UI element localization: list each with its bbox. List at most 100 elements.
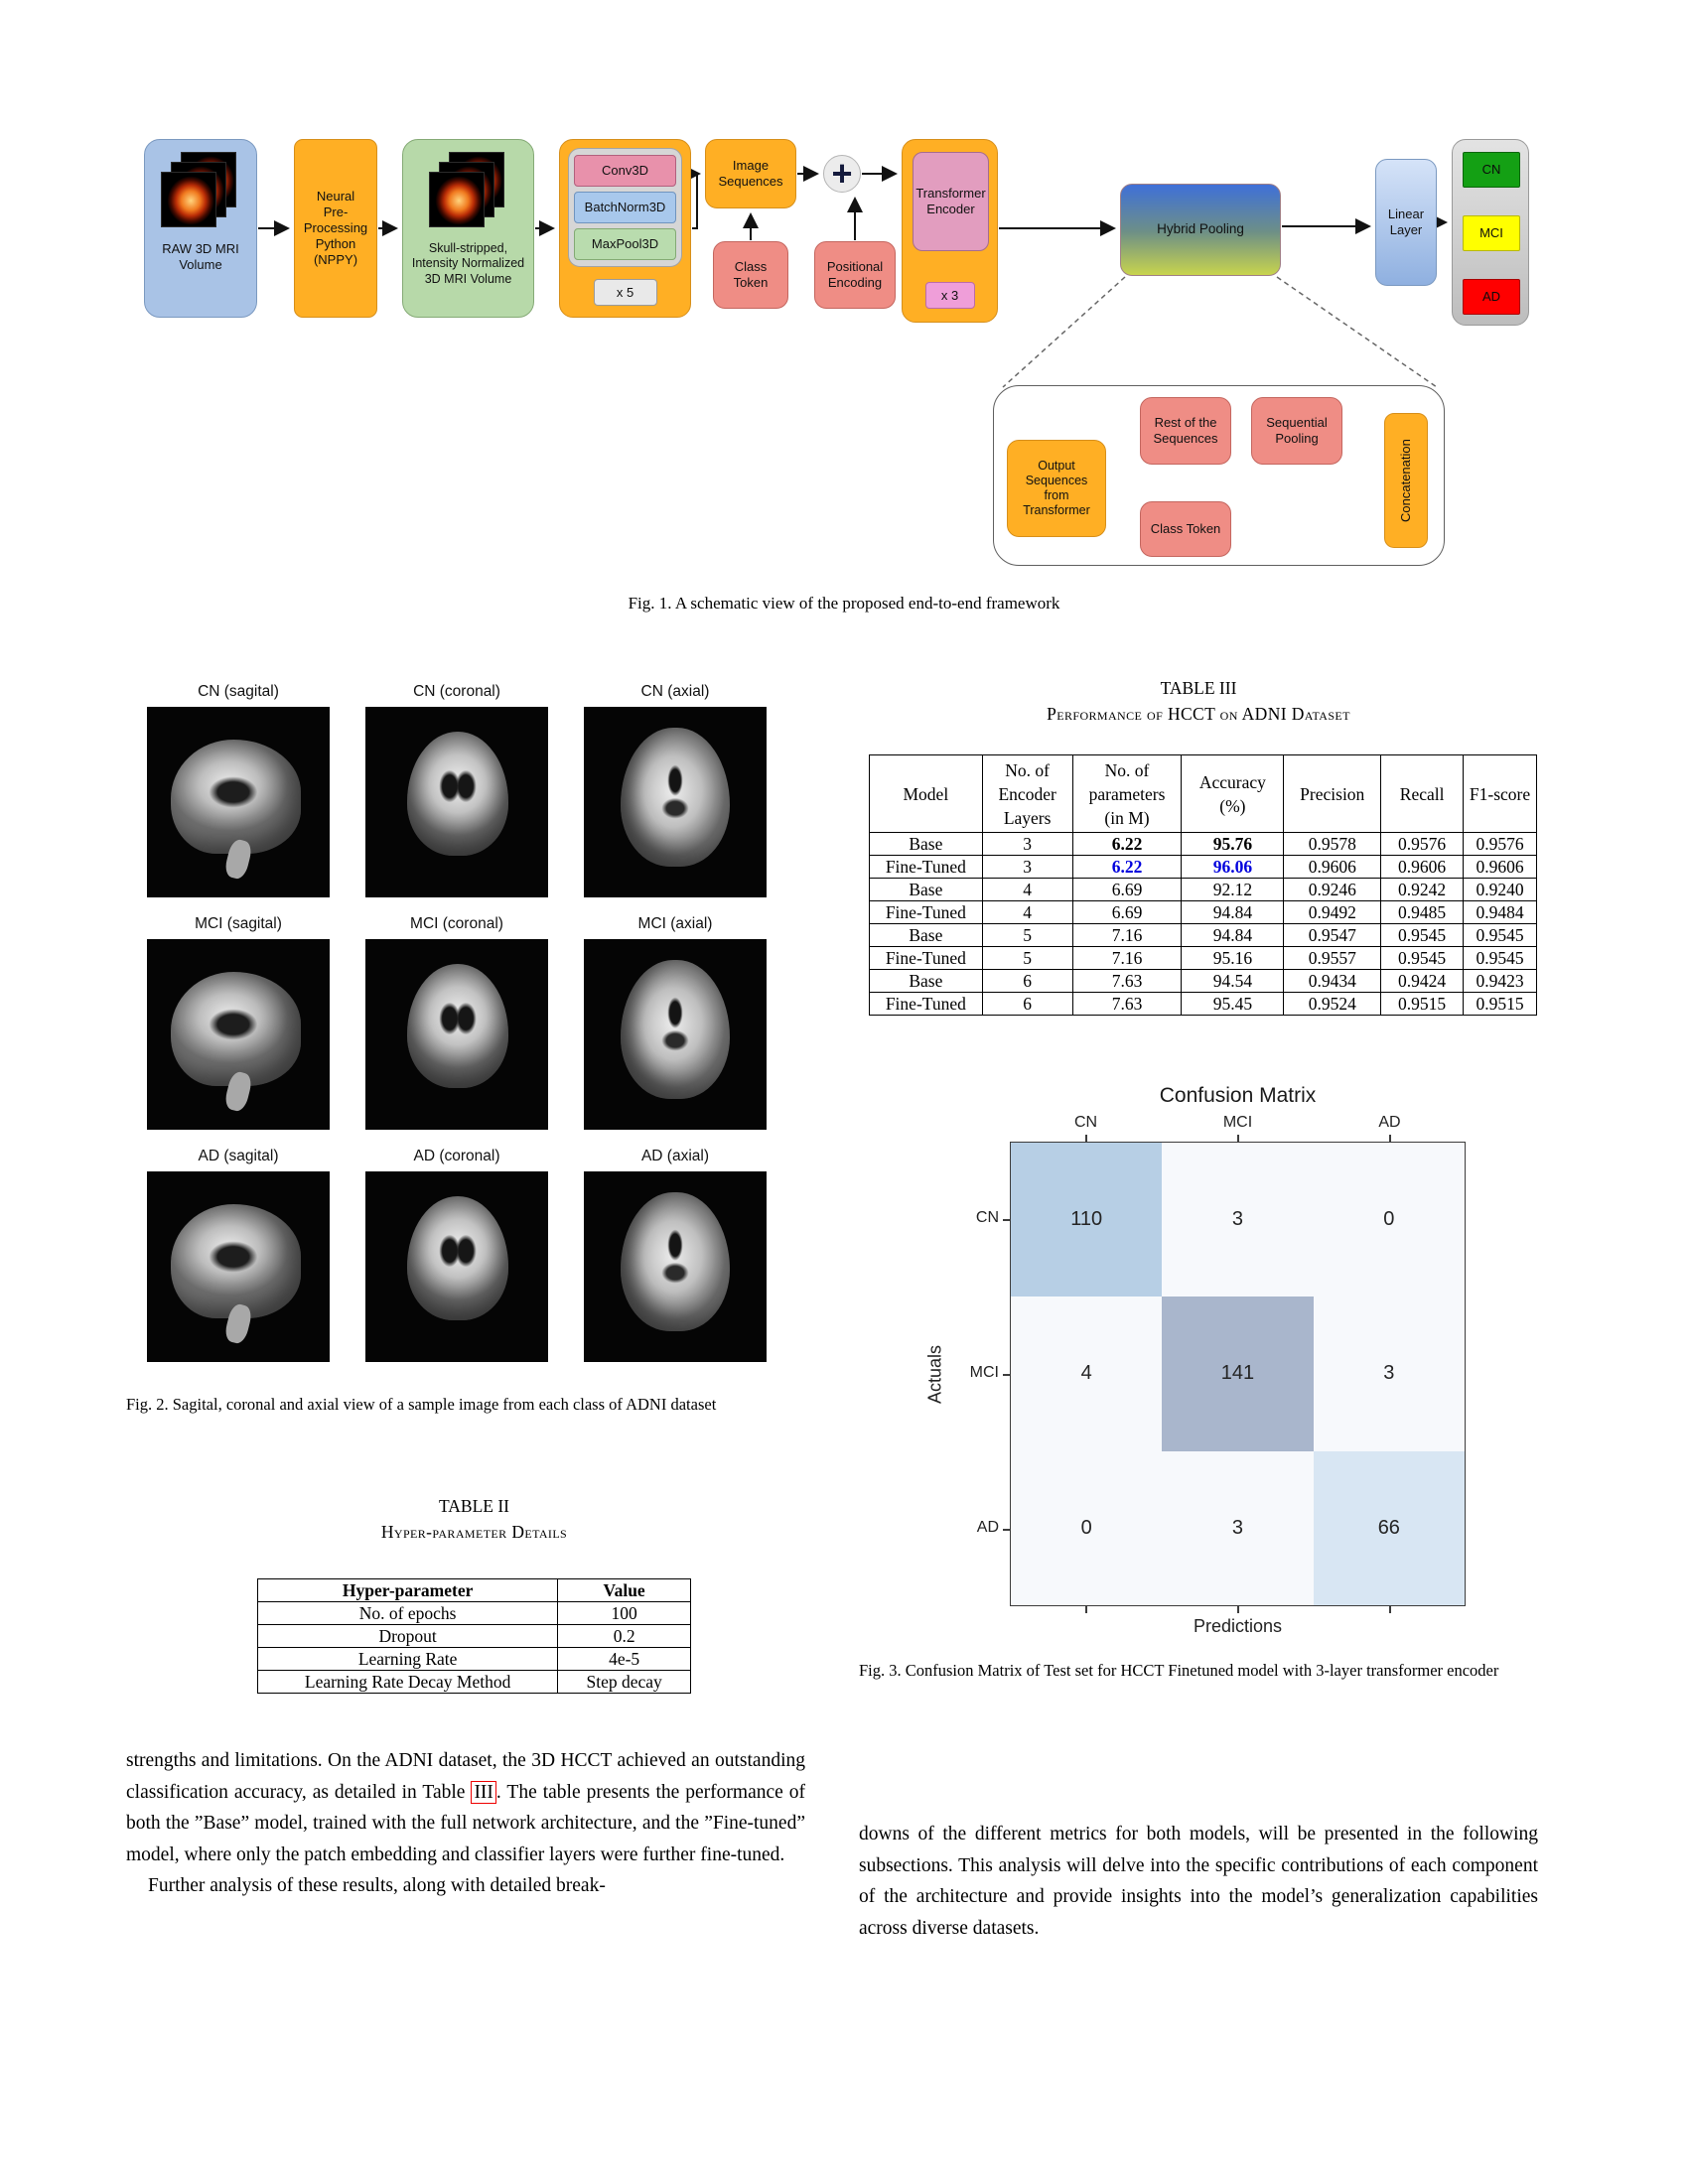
brain-tile-label: CN (axial) <box>640 683 710 700</box>
brain-tile-label: MCI (axial) <box>637 915 713 932</box>
tick-mark <box>1389 1135 1391 1142</box>
fig1-node-class-token-2: Class Token <box>1140 501 1231 557</box>
table2-subtitle: Hyper-parameter Details <box>380 1522 568 1542</box>
table3-number: TABLE III <box>1160 678 1237 698</box>
brain-tile-label: AD (axial) <box>640 1148 710 1164</box>
confusion-cell: 66 <box>1313 1450 1465 1605</box>
confusion-matrix-x-ticklabels: CN MCI AD <box>1010 1114 1466 1132</box>
table3-header-row: Model No. of Encoder Layers No. of param… <box>869 754 1537 833</box>
fig1-node-output-sequences: Output Sequences from Transformer <box>1007 440 1106 537</box>
brain-image-cn-coronal <box>365 707 548 897</box>
paragraph: Further analysis of these results, along… <box>148 1875 606 1896</box>
brain-tile-label: AD (sagital) <box>198 1148 279 1164</box>
brain-tile-label: CN (coronal) <box>413 683 500 700</box>
col-header: No. of parameters (in M) <box>1071 754 1183 833</box>
tick-mark <box>1085 1606 1087 1613</box>
y-tick-label: MCI <box>969 1364 999 1381</box>
brain-tile: CN (coronal) <box>365 683 548 897</box>
table-row: Fine-Tuned 3 6.22 96.06 0.9606 0.9606 0.9606 <box>869 855 1537 879</box>
brain-tile-label: MCI (sagital) <box>195 915 282 932</box>
col-header: No. of Encoder Layers <box>981 754 1073 833</box>
conv-block-inner: Conv3D BatchNorm3D MaxPool3D <box>568 148 682 267</box>
table-row: Dropout 0.2 <box>256 1624 691 1648</box>
confusion-cell: 110 <box>1011 1143 1163 1297</box>
confusion-matrix: 110 3 0 4 141 3 0 3 66 <box>1010 1142 1466 1606</box>
fig1-node-raw-mri: RAW 3D MRI Volume <box>144 139 257 318</box>
brain-tile-label: CN (sagital) <box>198 683 279 700</box>
fig1-caption: Fig. 1. A schematic view of the proposed… <box>628 594 1060 613</box>
table-iii-reference-link[interactable]: III <box>471 1780 496 1804</box>
table3-heading: TABLE III Performance of HCCT on ADNI Da… <box>859 675 1538 727</box>
fig1-node-image-sequences: Image Sequences <box>705 139 796 208</box>
tick-mark <box>1085 1135 1087 1142</box>
table-row: No. of epochs 100 <box>256 1601 691 1625</box>
brain-tile: CN (axial) <box>584 683 767 897</box>
brain-tile: MCI (coronal) <box>365 915 548 1130</box>
fig1-label-skull: Skull-stripped, Intensity Normalized 3D … <box>411 241 525 286</box>
fig1-node-nppy: Neural Pre-Processing Python (NPPY) <box>294 139 377 318</box>
tick-mark <box>1237 1135 1239 1142</box>
brain-tile: CN (sagital) <box>147 683 330 897</box>
x5-repeat-chip: x 5 <box>593 279 657 306</box>
brain-tile: AD (axial) <box>584 1148 767 1362</box>
fig1-node-transformer-encoder: Transformer Encoder x 3 <box>902 139 998 323</box>
brain-image-cn-sagital <box>147 707 330 897</box>
brain-tile-label: AD (coronal) <box>413 1148 500 1164</box>
transformer-encoder-inner: Transformer Encoder <box>913 152 989 251</box>
fig3-caption: Fig. 3. Confusion Matrix of Test set for… <box>859 1661 1499 1680</box>
table-row: Learning Rate 4e-5 <box>256 1647 691 1671</box>
paragraph: downs of the different metrics for both … <box>859 1824 1538 1939</box>
maxpool3d-chip: MaxPool3D <box>574 228 676 260</box>
col-header: Recall <box>1380 754 1465 833</box>
x-tick-label: AD <box>1378 1114 1401 1131</box>
table-row: Fine-Tuned 6 7.63 95.45 0.9524 0.9515 0.9515 <box>869 992 1537 1016</box>
confusion-matrix-xlabel: Predictions <box>1193 1616 1283 1636</box>
col-header: F1-score <box>1463 754 1537 833</box>
plus-icon: + <box>823 155 861 193</box>
tick-mark <box>1003 1374 1010 1376</box>
col-header: Model <box>869 754 983 833</box>
table-row: Learning Rate Decay Method Step decay <box>256 1670 691 1694</box>
fig2-caption: Fig. 2. Sagital, coronal and axial view … <box>126 1395 717 1414</box>
table-row: Base 6 7.63 94.54 0.9434 0.9424 0.9423 <box>869 969 1537 993</box>
brain-tile: MCI (axial) <box>584 915 767 1130</box>
class-chip-cn: CN <box>1463 152 1520 188</box>
confusion-matrix-title: Confusion Matrix <box>1159 1084 1317 1107</box>
col-header: Precision <box>1283 754 1382 833</box>
brain-image-cn-axial <box>584 707 767 897</box>
col-header: Hyper-parameter <box>256 1578 559 1602</box>
mri-image-stack <box>428 152 508 233</box>
fig1-output-classes: CN MCI AD <box>1452 139 1529 326</box>
table2-heading: TABLE II Hyper-parameter Details <box>257 1493 691 1545</box>
fig1-label-nppy: Neural Pre-Processing Python (NPPY) <box>303 189 368 267</box>
brain-image-mci-axial <box>584 939 767 1130</box>
table2-header-row: Hyper-parameter Value <box>256 1578 691 1602</box>
brain-tile: MCI (sagital) <box>147 915 330 1130</box>
fig2-brain-grid: CN (sagital) CN (coronal) CN (axial) MCI… <box>147 683 767 1362</box>
confusion-matrix-ylabel: Actuals <box>924 1344 945 1405</box>
fig1-node-linear-layer: Linear Layer <box>1375 159 1437 286</box>
brain-tile-label: MCI (coronal) <box>410 915 503 932</box>
fig1-node-concatenation: Concatenation <box>1384 413 1428 548</box>
class-chip-ad: AD <box>1463 279 1520 315</box>
confusion-cell: 0 <box>1011 1450 1163 1605</box>
confusion-cell: 3 <box>1162 1143 1314 1297</box>
table-row: Fine-Tuned 5 7.16 95.16 0.9557 0.9545 0.9545 <box>869 946 1537 970</box>
x-tick-label: MCI <box>1222 1114 1253 1131</box>
brain-tile: AD (coronal) <box>365 1148 548 1362</box>
body-text-right-column: downs of the different metrics for both … <box>859 1819 1538 1944</box>
brain-image-ad-coronal <box>365 1171 548 1362</box>
brain-image-mci-sagital <box>147 939 330 1130</box>
fig1-node-positional-encoding: Positional Encoding <box>814 241 896 309</box>
confusion-cell: 4 <box>1011 1297 1163 1451</box>
fig1-node-class-token: Class Token <box>713 241 788 309</box>
batchnorm3d-chip: BatchNorm3D <box>574 192 676 223</box>
tick-mark <box>1003 1219 1010 1221</box>
confusion-cell: 3 <box>1313 1297 1465 1451</box>
fig1-node-hybrid-pooling: Hybrid Pooling <box>1120 184 1281 276</box>
table2-hyperparameters: Hyper-parameter Value No. of epochs 100 D… <box>256 1578 691 1694</box>
y-tick-label: AD <box>976 1519 999 1536</box>
fig1-label-raw: RAW 3D MRI Volume <box>162 241 239 272</box>
conv3d-chip: Conv3D <box>574 155 676 187</box>
